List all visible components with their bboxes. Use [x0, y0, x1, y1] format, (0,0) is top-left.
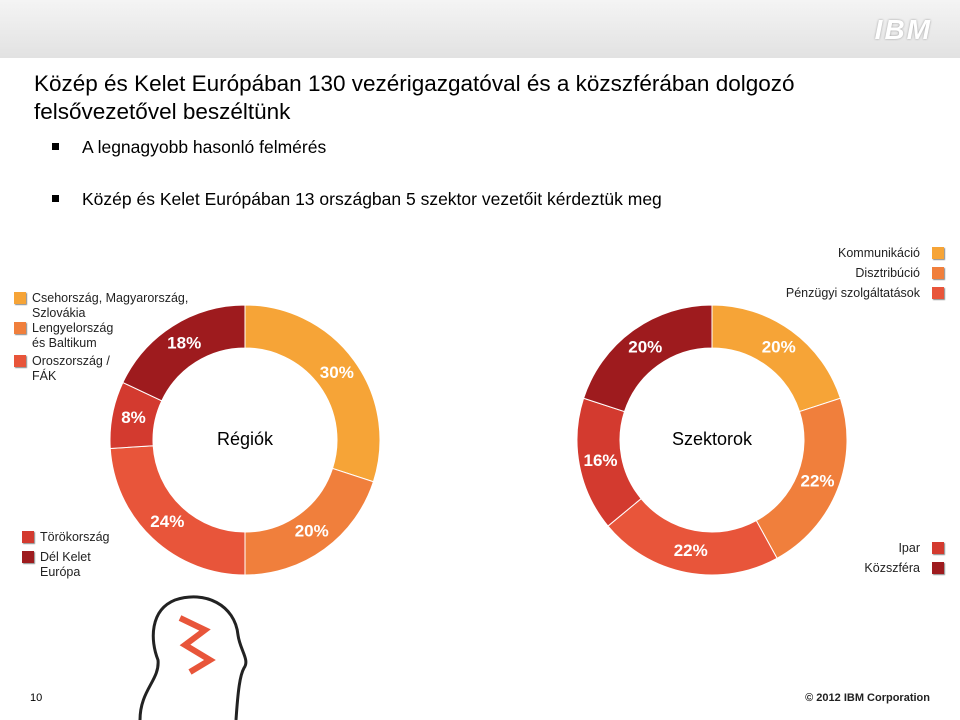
- legend-swatch: [932, 542, 944, 554]
- data-label: 20%: [295, 521, 329, 540]
- bullet: Közép és Kelet Európában 13 országban 5 …: [52, 189, 662, 209]
- donut-segment: [122, 304, 246, 402]
- data-label: 20%: [628, 338, 662, 357]
- legend-label: Közszféra: [864, 561, 920, 575]
- donut-segment: [244, 304, 381, 483]
- legend-swatch: [14, 292, 26, 304]
- legend-label: Lengyelország és Baltikum: [32, 321, 114, 350]
- donut-segment: [607, 497, 778, 576]
- legend-swatch: [22, 531, 34, 543]
- head-illustration: [138, 595, 248, 720]
- legend-label: Kommunikáció: [838, 246, 920, 260]
- data-label: 24%: [150, 512, 184, 531]
- legend-label: Csehország, Magyarország, Szlovákia: [32, 291, 189, 320]
- legend-swatch: [14, 355, 26, 367]
- data-label: 16%: [583, 451, 617, 470]
- legend-swatch: [932, 562, 944, 574]
- bullet: A legnagyobb hasonló felmérés: [51, 137, 327, 157]
- legend-label: Dél Kelet Európa: [40, 550, 91, 579]
- data-label: 22%: [801, 471, 835, 490]
- legend-swatch: [932, 287, 944, 299]
- page-number: 10: [30, 692, 43, 704]
- legend-label: Ipar: [898, 541, 920, 555]
- legend-label: Pénzügyi szolgáltatások: [785, 286, 920, 300]
- logo: IBM: [874, 14, 932, 45]
- data-label: 30%: [320, 363, 354, 382]
- data-label: 20%: [762, 338, 796, 357]
- donut-segment: [109, 445, 246, 576]
- legend-label: Törökország: [40, 530, 110, 544]
- data-label: 8%: [121, 408, 146, 427]
- legend-swatch: [14, 322, 26, 334]
- data-label: 18%: [167, 334, 201, 353]
- copyright: © 2012 IBM Corporation: [805, 692, 930, 704]
- chart-title: Régiók: [217, 429, 274, 449]
- legend-label: Oroszország / FÁK: [32, 354, 110, 383]
- donut-segment: [582, 304, 713, 413]
- header-bar: [0, 0, 960, 58]
- chart-title: Szektorok: [672, 429, 753, 449]
- legend-swatch: [932, 247, 944, 259]
- donut-segment: [711, 304, 842, 413]
- legend-swatch: [932, 267, 944, 279]
- legend-label: Disztribúció: [855, 266, 920, 280]
- data-label: 22%: [674, 541, 708, 560]
- legend-swatch: [22, 551, 34, 563]
- slide-title: Közép és Kelet Európában 130 vezérigazga…: [34, 71, 795, 124]
